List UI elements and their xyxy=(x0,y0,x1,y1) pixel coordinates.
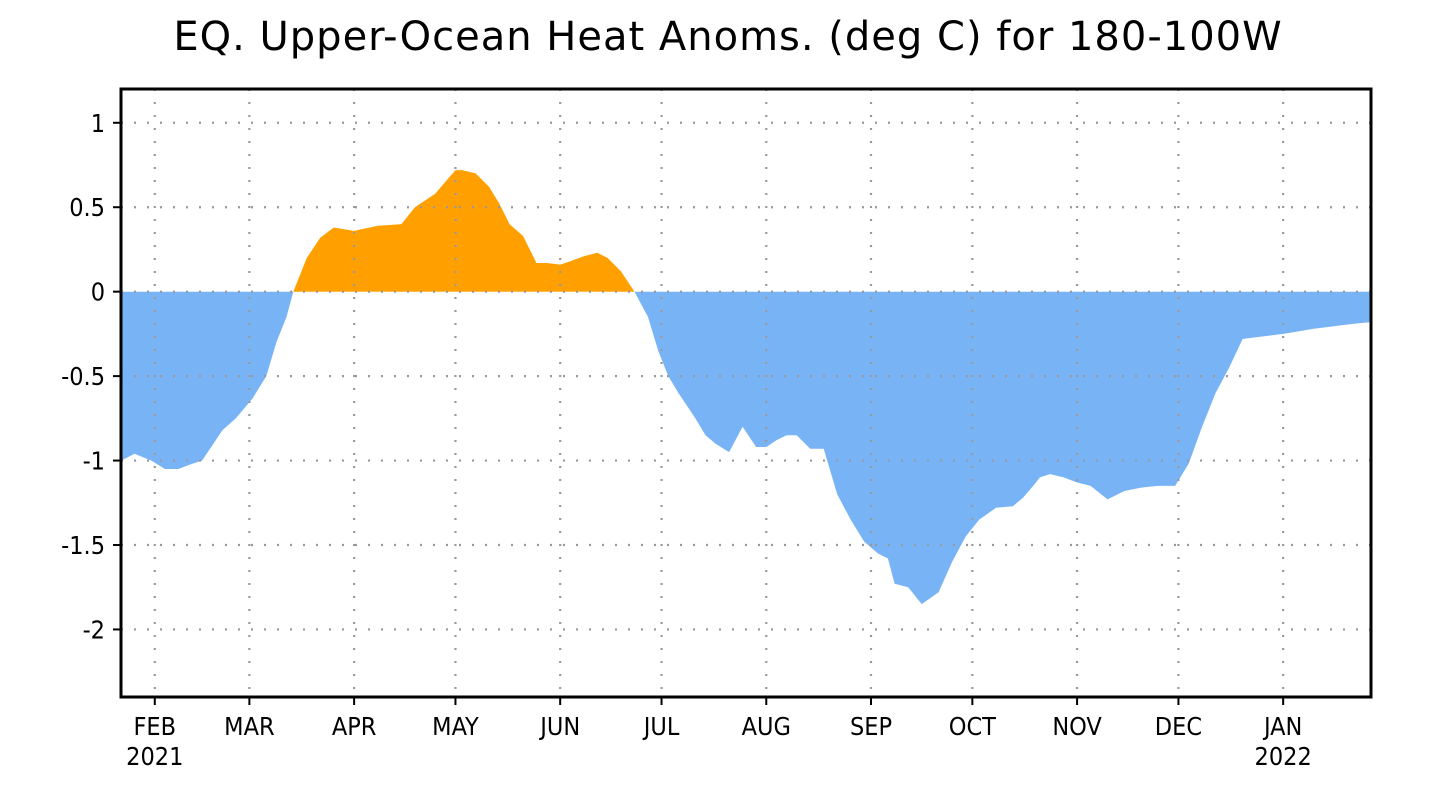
x-tick-label: NOV xyxy=(1052,712,1102,741)
y-tick-label: 1 xyxy=(91,109,105,138)
grid-lines xyxy=(121,89,1371,697)
x-tick-label: FEB xyxy=(133,712,176,741)
x-tick-label: APR xyxy=(332,712,377,741)
x-tick-label: DEC xyxy=(1155,712,1202,741)
x-tick-label: JUL xyxy=(642,712,680,741)
y-tick-label: 0 xyxy=(91,278,105,307)
y-tick-label: -2 xyxy=(83,615,105,644)
y-tick-label: -1 xyxy=(83,447,105,476)
anomaly-fills xyxy=(121,170,1371,605)
negative-anomaly-area xyxy=(121,291,1371,605)
y-tick-label: 0.5 xyxy=(69,193,105,222)
y-tick-label: -1.5 xyxy=(61,531,105,560)
y-axis-ticks: 1 0.5 0 -0.5 -1 -1.5 -2 xyxy=(61,109,121,644)
x-tick-label: OCT xyxy=(949,712,996,741)
x-tick-year-label: 2021 xyxy=(126,742,183,771)
x-tick-year-label: 2022 xyxy=(1255,742,1312,771)
x-tick-label: AUG xyxy=(742,712,791,741)
plot-frame xyxy=(119,87,1373,699)
x-tick-label: JAN xyxy=(1262,712,1302,741)
chart-title: EQ. Upper-Ocean Heat Anoms. (deg C) for … xyxy=(173,14,1283,60)
y-tick-label: -0.5 xyxy=(61,362,105,391)
x-tick-label: SEP xyxy=(850,712,892,741)
positive-anomaly-area xyxy=(121,170,1371,292)
x-tick-label: MAR xyxy=(224,712,274,741)
x-tick-label: JUN xyxy=(538,712,580,741)
x-tick-label: MAY xyxy=(432,712,479,741)
